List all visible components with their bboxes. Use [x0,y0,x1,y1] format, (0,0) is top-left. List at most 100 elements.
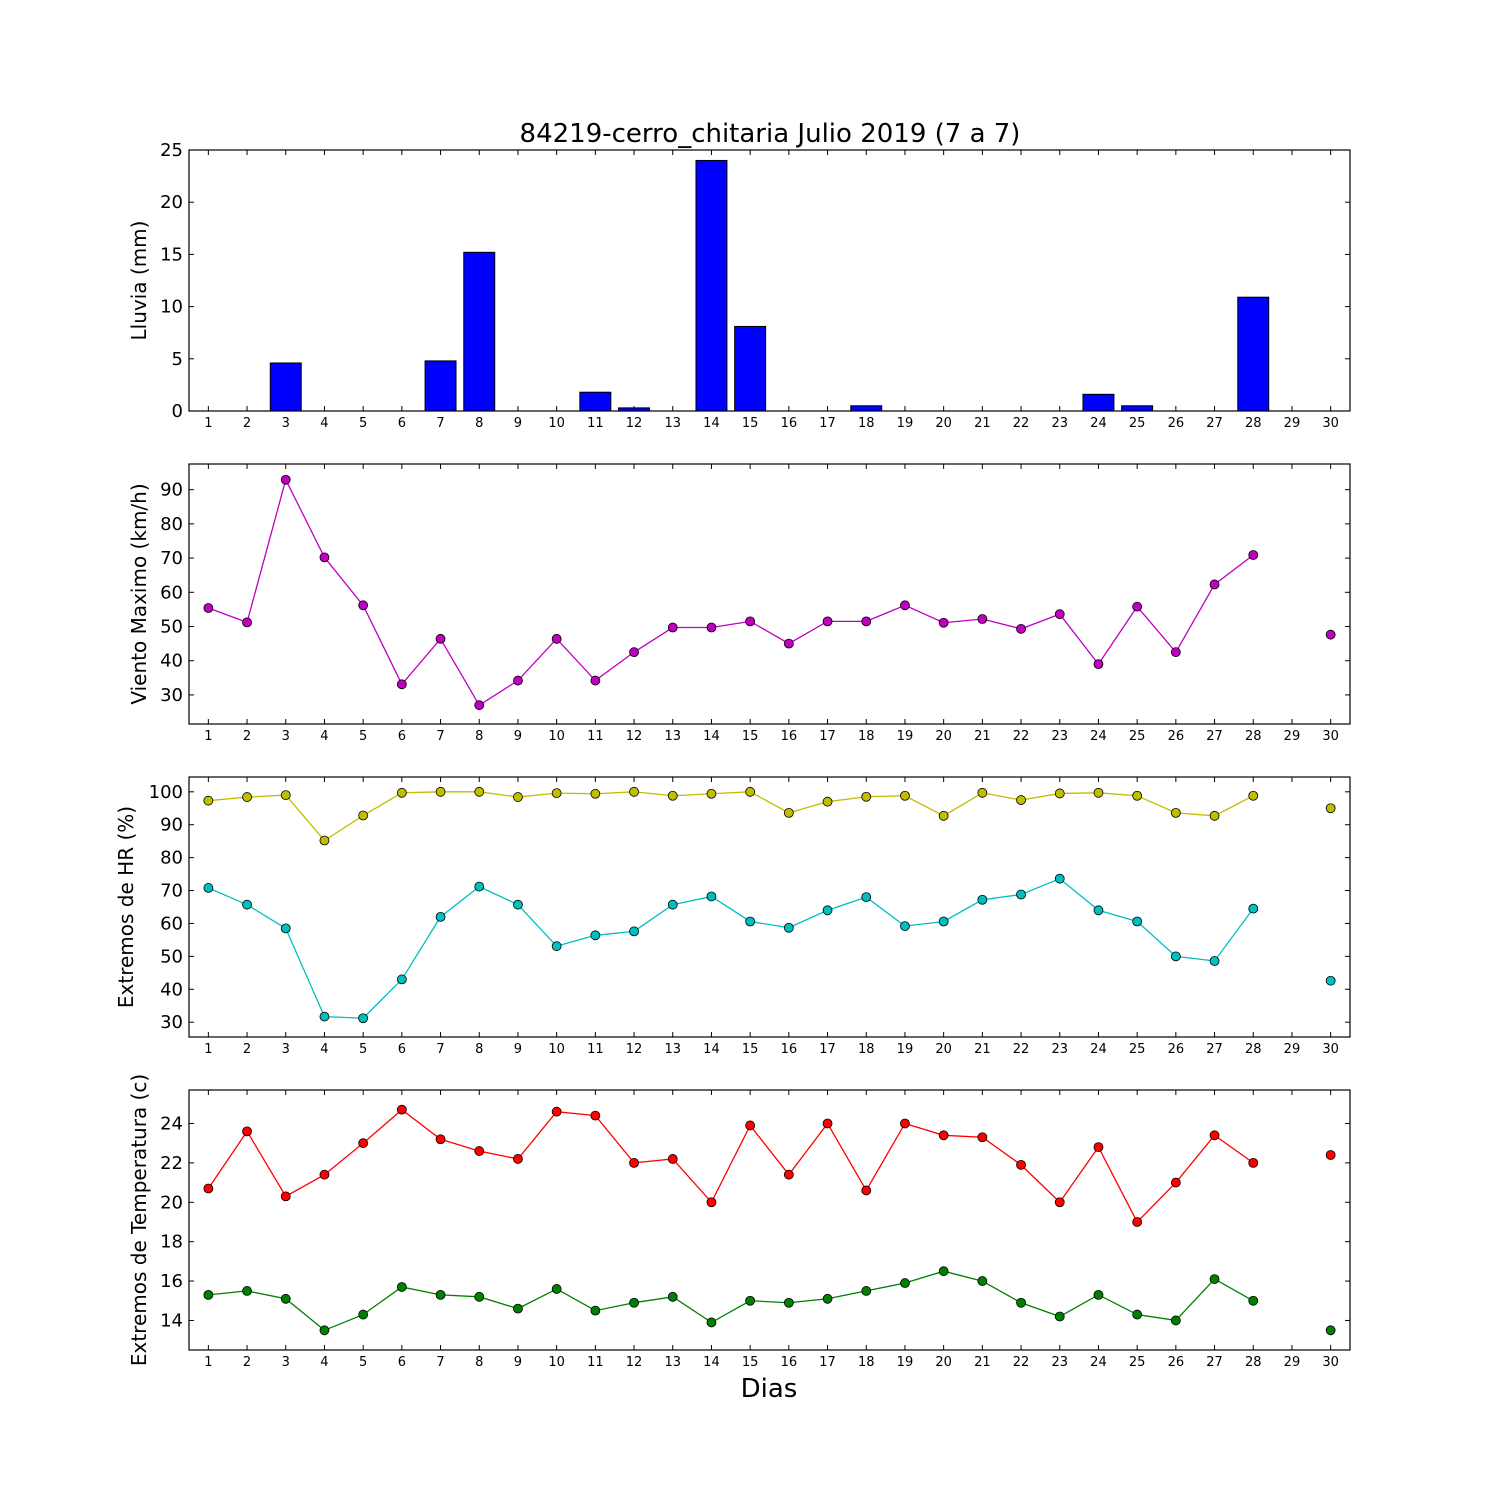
humidity-plot-frame [188,776,1351,1038]
rainfall-panel: 1 2 3 4 5 6 7 8 9 10 11 12 13 14 15 16 17 18 19 20 21 22 23 24 2… [127,140,1351,431]
x-tick-label: 23 [1051,1355,1068,1370]
x-tick-label: 30 [1322,416,1339,431]
temperature-series-1-point [358,1138,369,1149]
temperature-series-2-point [590,1305,601,1316]
y-tick-label: 30 [160,685,183,706]
x-tick-label: 2 [243,1042,251,1057]
x-tick-label: 4 [320,729,328,744]
temperature-series-2-point [1132,1309,1143,1320]
humidity-extremes-panel: 1 2 3 4 5 6 7 8 9 10 11 12 13 14 15 16 17 18 19 20 21 22 23 24 2… [114,776,1351,1057]
x-tick-label: 7 [436,729,444,744]
x-tick-label: 16 [781,1355,798,1370]
temperature-series-1-point [1132,1217,1143,1227]
humidity-series-2-point [1170,951,1181,962]
humidity-series-1-point [435,786,446,797]
humidity-series-2-point [1016,889,1026,900]
rain-bar [1121,405,1154,412]
humidity-series-2-point [783,922,794,933]
x-tick-label: 1 [204,1042,212,1057]
max-wind-series-1-point [1248,550,1259,560]
temperature-series-1-point [280,1191,291,1202]
humidity-series-1-point [242,792,252,802]
max-wind-series-1-point [745,616,756,627]
x-tick-label: 14 [703,1042,720,1057]
y-tick-label: 22 [160,1153,183,1174]
x-tick-label: 15 [742,1355,759,1370]
humidity-series-2-point [513,899,523,910]
humidity-series-2-point [667,899,678,910]
x-tick-label: 18 [858,416,875,431]
y-tick-label: 60 [160,582,183,603]
max-wind-series-1-point [396,679,407,690]
x-tick-label: 24 [1090,416,1107,431]
humidity-series-2-line [208,877,1254,1019]
max-wind-series-1-point [551,633,562,644]
max-wind-series-1-point [629,647,639,658]
max-wind-series-1-point [900,600,910,611]
temperature-series-2-point [1248,1295,1259,1306]
humidity-series-2-point [474,881,485,892]
humidity-series-2-point [977,894,988,905]
x-tick-label: 17 [819,416,836,431]
x-tick-label: 27 [1206,1042,1223,1057]
x-tick-label: 11 [587,729,604,744]
max-wind-series-1-point [203,603,214,613]
humidity-series-1-point [977,787,988,798]
temperature-series-2-point [822,1293,833,1304]
humidity-series-2-point [590,930,601,941]
temperature-series-2-point [1170,1315,1181,1326]
humidity-series-1-point [1016,795,1026,805]
x-tick-label: 17 [819,729,836,744]
x-tick-label: 20 [935,1042,952,1057]
humidity-series-2-point [861,892,872,903]
x-tick-label: 10 [548,1355,565,1370]
y-tick-label: 70 [160,881,183,902]
x-tick-label: 4 [320,416,328,431]
y-tick-label: 40 [160,651,183,672]
temperature-series-2-point [242,1286,252,1296]
x-tick-label: 16 [781,729,798,744]
max-wind-series-1-point [280,474,291,485]
x-tick-label: 3 [282,416,290,431]
max-wind-series-1-point [1016,623,1026,634]
x-tick-label: 20 [935,416,952,431]
x-tick-label: 3 [282,729,290,744]
max-wind-series-1-point [1170,647,1181,658]
humidity-y-axis-title: Extremos de HR (%) [114,806,138,1008]
temperature-series-2-point [203,1289,214,1300]
x-tick-label: 3 [282,1355,290,1370]
temperature-series-1-point [396,1104,407,1115]
humidity-series-2-point [1325,975,1336,986]
x-tick-label: 12 [626,1042,643,1057]
x-tick-label: 6 [398,1042,406,1057]
humidity-series-2-point [1093,905,1104,916]
x-tick-label: 27 [1206,1355,1223,1370]
x-tick-label: 15 [742,1042,759,1057]
temperature-series-2-point [745,1295,756,1306]
x-tick-label: 25 [1129,729,1146,744]
humidity-series-1-point [861,791,872,802]
x-tick-label: 16 [781,1042,798,1057]
chart-title: 84219-cerro_chitaria Julio 2019 (7 a 7) [520,119,1021,149]
x-tick-label: 12 [626,729,643,744]
x-tick-label: 7 [436,1355,444,1370]
humidity-series-2-point [745,916,756,927]
x-tick-label: 10 [548,729,565,744]
rain-bar [618,407,651,412]
x-tick-label: 14 [703,729,720,744]
y-tick-label: 18 [160,1232,183,1253]
humidity-series-1-point [319,835,330,846]
x-tick-label: 26 [1168,1042,1185,1057]
x-tick-label: 7 [436,1042,444,1057]
y-tick-label: 10 [160,297,183,318]
temperature-series-1-point [203,1183,214,1194]
temperature-series-1-point [1325,1150,1336,1160]
temperature-series-1-point [435,1134,446,1145]
humidity-series-2-point [938,916,949,927]
humidity-series-2-point [1132,916,1143,927]
x-tick-label: 29 [1284,416,1301,431]
max-wind-series-1-line [208,477,1254,707]
x-tick-label: 17 [819,1355,836,1370]
x-tick-label: 18 [858,1042,875,1057]
rain-bar [850,405,883,412]
